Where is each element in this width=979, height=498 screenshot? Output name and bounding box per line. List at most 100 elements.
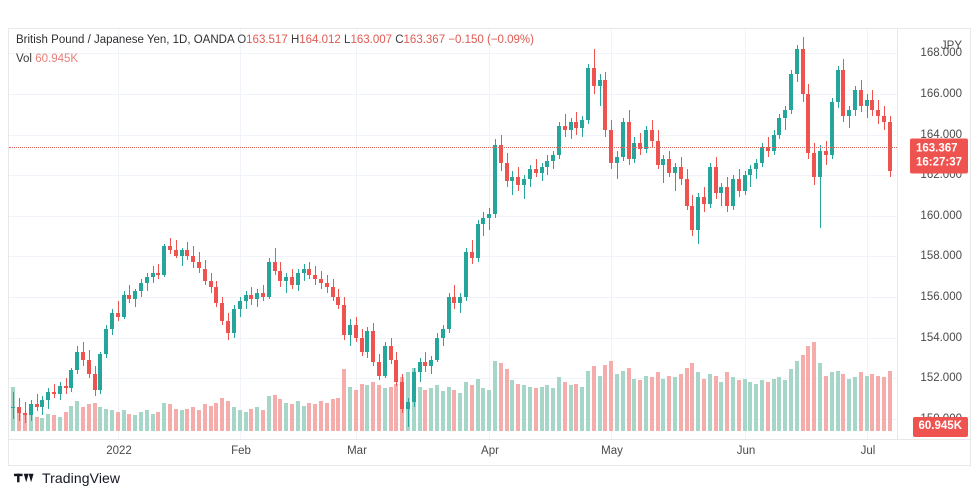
volume-bar — [870, 374, 874, 431]
candle-body — [255, 292, 259, 299]
volume-bar — [876, 375, 880, 431]
volume-bar — [743, 378, 747, 431]
candle-body — [731, 179, 735, 206]
volume-bar — [197, 410, 201, 431]
candle-body — [772, 134, 776, 151]
candle-body — [876, 110, 880, 117]
volume-bar — [348, 386, 352, 431]
candle-body — [528, 169, 532, 180]
volume-bar — [708, 374, 712, 431]
candle-body — [151, 272, 155, 277]
candle-body — [209, 280, 213, 287]
tradingview-logo[interactable]: TradingView — [14, 470, 120, 486]
volume-bar — [423, 389, 427, 431]
candle-body — [58, 386, 62, 395]
volume-bar — [185, 408, 189, 431]
time-tick-label: Feb — [231, 445, 251, 457]
candle-wick — [750, 164, 751, 188]
price-axis[interactable]: JPY 168.000 166.000 164.000 162.000 160.000 1… — [897, 29, 970, 439]
volume-bar — [429, 388, 433, 431]
candle-body — [191, 256, 195, 263]
time-tick-label: Jul — [860, 445, 876, 457]
volume-bar — [232, 407, 236, 431]
candle-body — [557, 126, 561, 155]
candle-body — [801, 49, 805, 94]
volume-bar — [58, 416, 62, 431]
volume-bar — [598, 375, 602, 431]
current-price-badge[interactable]: 163.367 16:27:37 — [909, 138, 968, 174]
volume-bar — [603, 364, 607, 431]
candle-body — [719, 187, 723, 194]
volume-bar — [487, 389, 491, 431]
candle-body — [354, 325, 358, 338]
candle-wick — [565, 114, 566, 137]
candle-body — [365, 331, 369, 352]
candle-body — [592, 67, 596, 86]
volume-bar — [586, 370, 590, 431]
chart-legend: British Pound / Japanese Yen, 1D, OANDA … — [16, 32, 534, 68]
candle-body — [238, 300, 242, 310]
candle-body — [516, 177, 520, 186]
volume-bar — [760, 380, 764, 431]
volume-bar — [865, 375, 869, 431]
volume-bar — [481, 388, 485, 431]
volume-bar — [853, 377, 857, 431]
candle-body — [435, 337, 439, 360]
candle-wick — [617, 150, 618, 180]
volume-bar — [133, 415, 137, 431]
candle-wick — [158, 264, 159, 279]
candle-wick — [785, 106, 786, 131]
volume-bar — [284, 402, 288, 431]
candle-wick — [600, 73, 601, 107]
volume-bar — [174, 408, 178, 431]
candle-body — [87, 359, 91, 375]
candle-body — [754, 162, 758, 170]
candle-body — [505, 162, 509, 182]
candle-body — [534, 169, 538, 174]
candle-body — [46, 392, 50, 401]
volume-bar — [661, 378, 665, 431]
volume-bar — [162, 402, 166, 431]
candle-body — [725, 187, 729, 206]
candle-body — [777, 118, 781, 135]
time-axis[interactable]: 2022 Feb Mar Apr May Jun Jul — [8, 440, 971, 466]
candle-body — [748, 169, 752, 176]
volume-bar — [98, 407, 102, 431]
candle-body — [598, 79, 602, 86]
candle-body — [110, 313, 114, 330]
candle-wick — [304, 264, 305, 281]
candle-body — [650, 130, 654, 141]
candle-body — [296, 272, 300, 285]
time-tick-label: 2022 — [106, 445, 132, 457]
volume-bar — [104, 408, 108, 431]
plot-area[interactable] — [9, 29, 897, 439]
volume-bar — [313, 404, 317, 431]
candle-body — [812, 152, 816, 178]
symbol-title[interactable]: British Pound / Japanese Yen, 1D, OANDA — [16, 34, 234, 46]
candle-wick — [489, 207, 490, 230]
volume-bar — [464, 381, 468, 431]
volume-bar — [452, 389, 456, 431]
volume-badge[interactable]: 60.945K — [912, 417, 968, 437]
candle-body — [545, 160, 549, 167]
candle-body — [429, 359, 433, 366]
vertical-gridline — [240, 29, 241, 439]
candle-wick — [54, 384, 55, 399]
time-tick-label: Mar — [347, 445, 367, 457]
volume-bar — [847, 378, 851, 431]
candle-body — [685, 179, 689, 206]
candle-body — [412, 372, 416, 403]
candle-body — [290, 276, 294, 285]
candle-body — [656, 140, 660, 165]
volume-bar — [81, 407, 85, 431]
volume-bar — [772, 378, 776, 431]
volume-bar — [122, 410, 126, 431]
volume-bar — [505, 369, 509, 431]
volume-bar — [777, 377, 781, 431]
volume-bar — [522, 385, 526, 431]
volume-bar — [731, 377, 735, 431]
candle-body — [859, 89, 863, 107]
volume-bar — [563, 381, 567, 431]
price-badge-time: 16:27:37 — [915, 156, 962, 169]
candle-wick — [536, 158, 537, 178]
